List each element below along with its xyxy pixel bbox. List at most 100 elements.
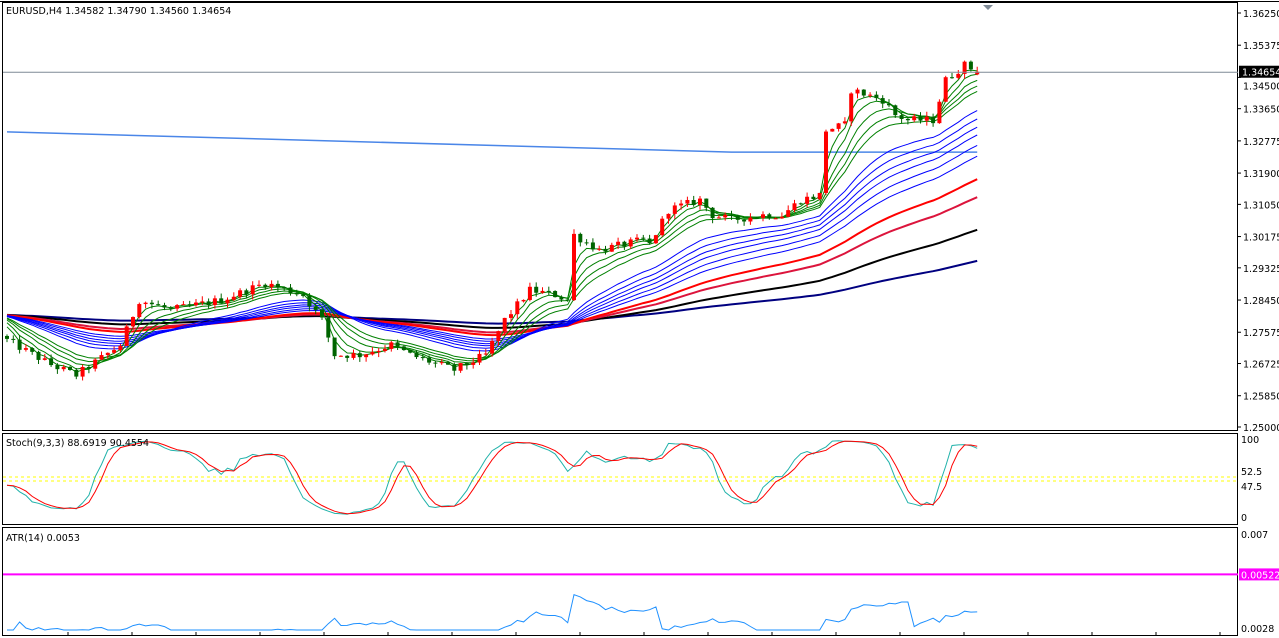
atr-series-line: [7, 594, 978, 631]
candle-body: [364, 354, 369, 358]
candle: [200, 296, 205, 306]
candle: [767, 212, 772, 220]
candle-body: [830, 128, 835, 132]
candle-body: [17, 339, 22, 350]
price-tick-label: 1.35375: [1243, 41, 1279, 52]
higher-tf-ma-line: [6, 131, 978, 153]
stochastic-label: Stoch(9,3,3) 88.6919 90.4554: [6, 438, 149, 449]
candle: [905, 116, 910, 125]
candle: [17, 335, 22, 354]
chart-title: EURUSD,H4 1.34582 1.34790 1.34560 1.3465…: [6, 6, 231, 17]
candle: [666, 213, 671, 224]
candle: [301, 293, 306, 298]
candle: [553, 290, 558, 298]
stochastic-panel[interactable]: [2, 433, 1238, 525]
candle-body: [433, 362, 438, 364]
candle-body: [395, 342, 400, 347]
candle-body: [464, 363, 469, 365]
atr-level-box: [1239, 568, 1279, 581]
chart-shift-marker-icon[interactable]: [983, 5, 993, 10]
candle-body: [590, 242, 595, 250]
candle: [943, 75, 948, 103]
candle-body: [685, 200, 690, 204]
ema-150-line: [6, 228, 978, 329]
candle: [805, 192, 810, 208]
candle: [181, 301, 186, 306]
candle: [320, 308, 324, 320]
stoch-axis-0: 0: [1241, 513, 1247, 524]
candle-body: [842, 121, 847, 124]
candle-body: [880, 98, 885, 104]
candle-body: [691, 200, 696, 205]
candle-body: [471, 362, 476, 365]
candle: [452, 362, 457, 376]
atr-panel[interactable]: [2, 527, 1238, 636]
candle: [502, 317, 507, 335]
candle-body: [943, 77, 948, 102]
candle: [238, 288, 243, 299]
candle: [578, 232, 583, 247]
candle-body: [389, 342, 394, 349]
candle-body: [874, 94, 879, 99]
candle-body: [80, 366, 85, 377]
candle: [616, 237, 621, 250]
candle: [446, 360, 450, 365]
candle-body: [975, 71, 980, 75]
candle: [698, 196, 702, 210]
candle: [307, 293, 312, 312]
price-tick-label: 1.30175: [1243, 233, 1279, 244]
candle-body: [962, 61, 967, 74]
candle: [710, 206, 715, 224]
candle: [723, 212, 728, 221]
candle-body: [515, 301, 520, 315]
candle: [672, 202, 677, 219]
candle: [704, 198, 709, 212]
candle: [590, 238, 595, 252]
candle-body: [761, 214, 765, 218]
candle: [830, 128, 835, 132]
higher-timeframe-ma: [6, 131, 978, 153]
candle-body: [414, 352, 419, 358]
candle: [660, 216, 665, 237]
candle-body: [370, 352, 375, 355]
candle-body: [893, 105, 898, 116]
candle-body: [798, 203, 803, 205]
candle-body: [805, 196, 810, 204]
candle-body: [899, 115, 904, 120]
candle-body: [578, 233, 583, 243]
candle-body: [112, 350, 117, 353]
candle-body: [257, 284, 261, 286]
atr-level-label: 0.00522: [1241, 570, 1279, 581]
candle-body: [86, 366, 91, 369]
candle: [962, 60, 967, 79]
candle-body: [351, 353, 356, 358]
candle: [729, 210, 734, 220]
candles: [5, 60, 980, 381]
candle: [288, 284, 293, 296]
candle-body: [307, 295, 312, 307]
candle: [735, 214, 740, 224]
candle: [773, 217, 778, 220]
candle-body: [559, 297, 564, 300]
candle-body: [924, 116, 929, 121]
candle-body: [824, 131, 828, 193]
candle: [112, 346, 117, 355]
candle-body: [635, 237, 639, 240]
candle-body: [93, 359, 98, 369]
candle: [572, 229, 576, 302]
candle-body: [653, 235, 658, 244]
main-price-panel[interactable]: [2, 2, 1238, 431]
candle-body: [628, 239, 633, 247]
candle: [931, 113, 936, 127]
candle-body: [931, 116, 936, 124]
candle: [887, 99, 891, 108]
candle: [786, 205, 791, 218]
candle-body: [849, 93, 854, 122]
candle-body: [779, 216, 784, 219]
candle-body: [527, 286, 532, 300]
price-tick-label: 1.31050: [1243, 200, 1279, 211]
candle-body: [521, 299, 526, 302]
candle: [143, 301, 148, 309]
candle-body: [345, 355, 350, 358]
